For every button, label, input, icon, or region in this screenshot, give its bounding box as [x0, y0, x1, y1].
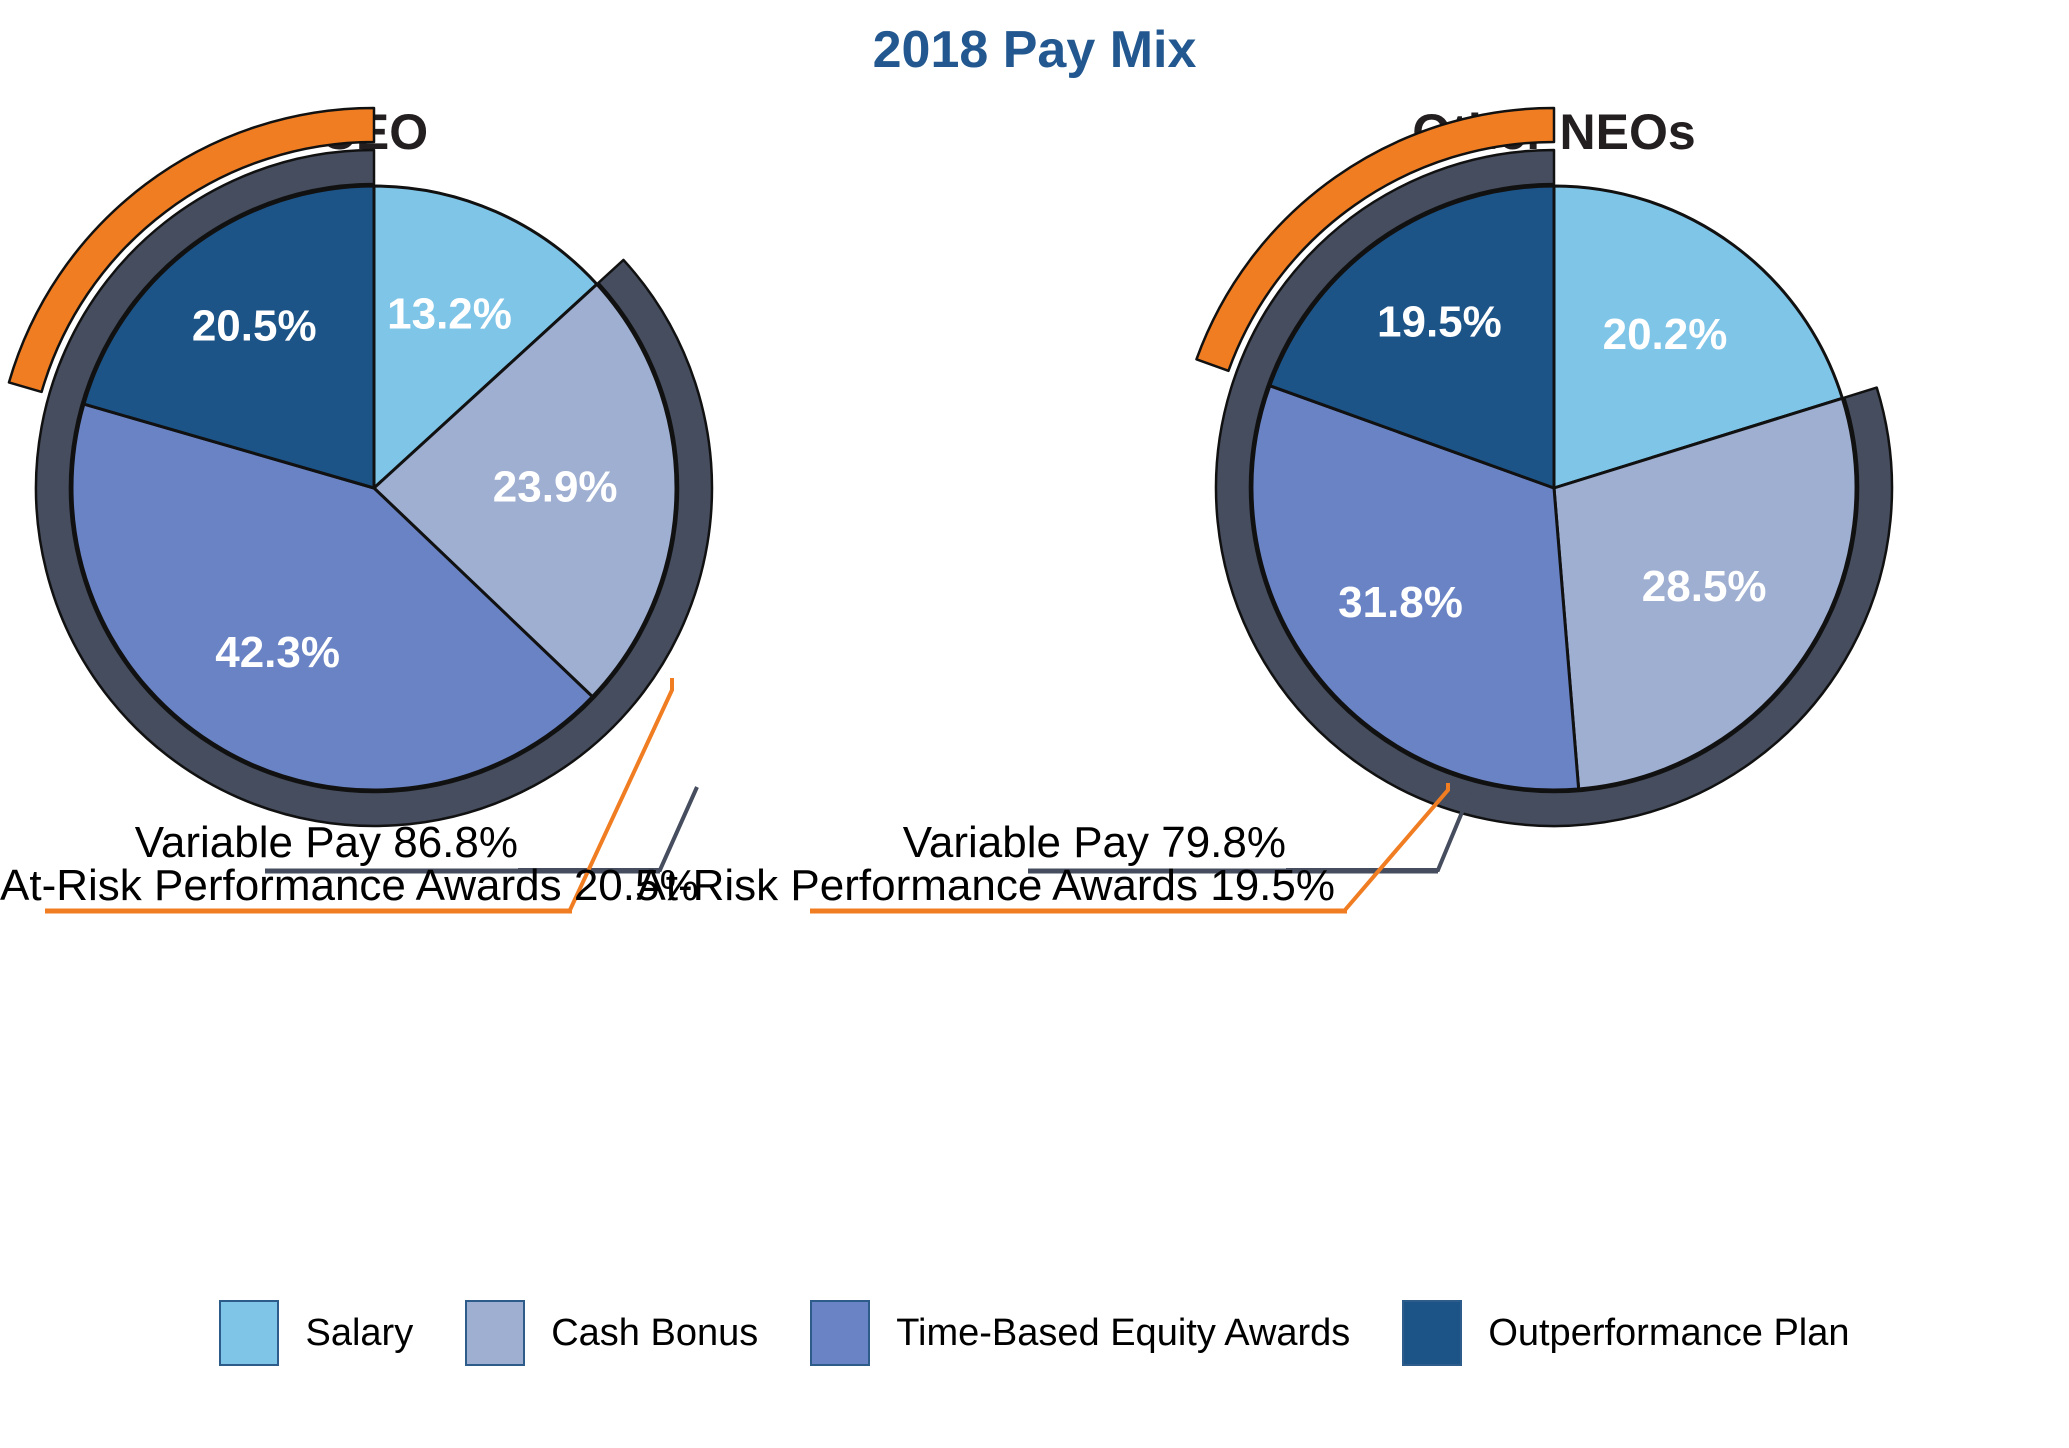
- slice-value-cash-bonus: 28.5%: [1642, 562, 1767, 611]
- legend-label: Outperformance Plan: [1488, 1311, 1850, 1354]
- pie-slice-outperformance-plan: [82, 184, 376, 490]
- slice-value-outperformance-plan: 19.5%: [1377, 298, 1502, 347]
- legend-item: Time-Based Equity Awards: [810, 1300, 1350, 1366]
- neo-variable-pay-callout: Variable Pay 79.8%: [902, 818, 1286, 867]
- pie-slice-cash-bonus: [1552, 396, 1858, 791]
- legend-swatch: [810, 1300, 871, 1366]
- legend-swatch: [219, 1300, 280, 1366]
- legend-item: Cash Bonus: [465, 1300, 758, 1366]
- pie-slice-outperformance-plan: [1268, 184, 1556, 490]
- legend-item: Salary: [219, 1300, 413, 1366]
- pie-group-ceo: 13.2% 23.9% 42.3% 20.5%: [7, 106, 714, 828]
- ceo-variable-pay-callout: Variable Pay 86.8%: [134, 818, 518, 867]
- legend-swatch: [465, 1300, 526, 1366]
- pie-slice-time-based-equity-awards: [1250, 384, 1581, 792]
- neo-at-risk-leader-line: [1343, 783, 1450, 912]
- at-risk-performance-arc: [7, 106, 376, 394]
- legend-label: Cash Bonus: [551, 1311, 759, 1354]
- slice-value-cash-bonus: 23.9%: [493, 463, 618, 512]
- pie-slice-time-based-equity-awards: [70, 402, 594, 792]
- pie-slice-salary: [372, 184, 599, 490]
- chart-legend: Salary Cash Bonus Time-Based Equity Awards…: [0, 1300, 2069, 1366]
- slice-value-time-based-equity-awards: 31.8%: [1338, 578, 1463, 627]
- at-risk-performance-arc: [1195, 106, 1556, 373]
- variable-pay-ring: [34, 148, 714, 828]
- legend-label: Salary: [305, 1311, 414, 1354]
- variable-pay-ring: [1214, 148, 1894, 828]
- pie-slice-salary: [1552, 184, 1844, 490]
- legend-item: Outperformance Plan: [1402, 1300, 1850, 1366]
- legend-swatch: [1402, 1300, 1463, 1366]
- pie-slice-cash-bonus: [372, 282, 678, 699]
- page-title: 2018 Pay Mix: [872, 21, 1197, 79]
- slice-value-salary: 13.2%: [387, 289, 512, 338]
- neo-at-risk-callout: At-Risk Performance Awards 19.5%: [636, 861, 1335, 910]
- slice-value-salary: 20.2%: [1603, 310, 1728, 359]
- ceo-at-risk-leader-line: [568, 678, 674, 911]
- pie-group-neo: 20.2% 28.5% 31.8% 19.5%: [1195, 106, 1894, 828]
- slice-value-outperformance-plan: 20.5%: [192, 301, 317, 350]
- slice-value-time-based-equity-awards: 42.3%: [215, 628, 340, 677]
- legend-label: Time-Based Equity Awards: [896, 1311, 1351, 1354]
